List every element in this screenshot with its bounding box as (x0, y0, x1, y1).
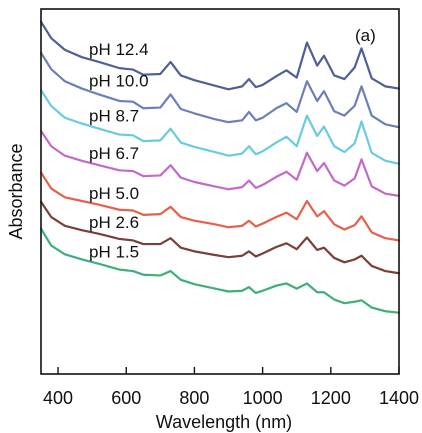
series-line-ph-12-4 (39, 20, 401, 91)
series-line-ph-6-7 (39, 129, 401, 197)
plot-frame (40, 8, 400, 375)
x-tick-label-800: 800 (179, 388, 209, 408)
series-layer (39, 20, 401, 314)
x-tick-label-1200: 1200 (311, 388, 351, 408)
x-tick-label-1000: 1000 (243, 388, 283, 408)
text-layer: Wavelength (nm) Absorbance (a) (6, 26, 376, 432)
series-line-ph-2-6 (39, 200, 401, 275)
x-tick-label-600: 600 (111, 388, 141, 408)
series-label-ph-8-7: pH 8.7 (89, 107, 139, 126)
x-tick-label-400: 400 (43, 388, 73, 408)
series-label-ph-10-0: pH 10.0 (89, 72, 149, 91)
series-label-ph-6-7: pH 6.7 (89, 144, 139, 163)
series-line-ph-10-0 (39, 51, 401, 129)
series-line-ph-5-0 (39, 171, 401, 242)
y-axis-label: Absorbance (6, 143, 26, 239)
series-label-ph-2-6: pH 2.6 (89, 213, 139, 232)
series-label-ph-1-5: pH 1.5 (89, 242, 139, 261)
x-axis-label: Wavelength (nm) (156, 412, 292, 432)
series-line-ph-1-5 (39, 227, 401, 314)
x-tick-label-1400: 1400 (379, 388, 419, 408)
series-label-ph-12-4: pH 12.4 (89, 40, 149, 59)
panel-label: (a) (355, 26, 376, 45)
series-line-ph-8-7 (39, 88, 401, 165)
axes-layer: 400 600 800 1000 1200 1400 (40, 8, 419, 408)
labels-layer: pH 12.4 pH 10.0 pH 8.7 pH 6.7 pH 5.0 pH 2.6 pH… (89, 40, 149, 261)
series-label-ph-5-0: pH 5.0 (89, 184, 139, 203)
